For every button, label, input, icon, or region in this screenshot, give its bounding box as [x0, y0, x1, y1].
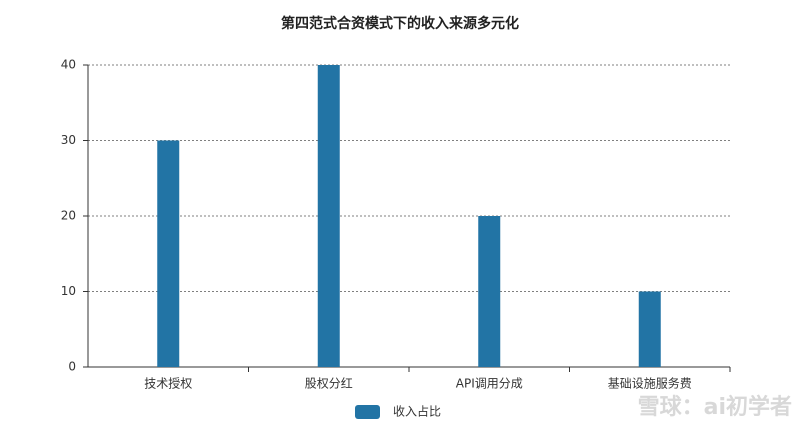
x-tick-label: 股权分红 — [305, 376, 353, 391]
bar — [478, 216, 501, 367]
y-tick-label: 20 — [61, 209, 76, 223]
legend-label: 收入占比 — [393, 404, 441, 419]
bar — [638, 291, 661, 367]
bar — [157, 140, 180, 367]
x-tick-label: 技术授权 — [144, 376, 192, 391]
chart-title: 第四范式合资模式下的收入来源多元化 — [281, 15, 519, 32]
x-tick-label: 基础设施服务费 — [608, 376, 692, 391]
x-tick-label: API调用分成 — [456, 377, 523, 391]
watermark: 雪球：ai初学者 — [638, 394, 792, 420]
legend-swatch — [355, 405, 380, 419]
y-tick-label: 0 — [68, 360, 76, 374]
bar — [317, 65, 340, 367]
y-tick-label: 10 — [61, 284, 76, 298]
y-tick-label: 40 — [61, 58, 76, 72]
y-tick-label: 30 — [61, 133, 76, 147]
